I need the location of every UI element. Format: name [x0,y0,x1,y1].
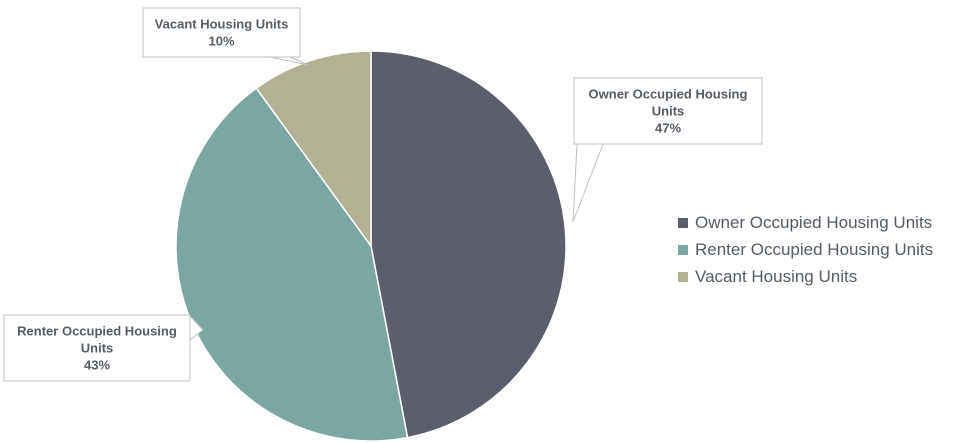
data-label-text: Units [652,104,685,119]
callout-box [573,77,763,145]
legend-swatch [678,218,688,228]
data-label-text: Owner Occupied Housing [589,87,748,102]
callout-pointer [189,315,204,341]
legend-item-renter-occupied-housing-units: Renter Occupied Housing Units [678,240,933,259]
legend-label: Vacant Housing Units [695,267,857,286]
data-label-text: Units [81,341,114,356]
data-label-text: Vacant Housing Units [155,17,289,32]
callout-box [142,7,301,58]
legend-item-owner-occupied-housing-units: Owner Occupied Housing Units [678,213,932,232]
legend-label: Renter Occupied Housing Units [695,240,933,259]
legend-label: Owner Occupied Housing Units [695,213,932,232]
legend-swatch [678,245,688,255]
legend: Owner Occupied Housing Units Renter Occup… [678,213,933,286]
data-label-owner-occupied-housing-units: Owner Occupied Housing Units 47% [573,77,763,145]
callout-leader-lines [189,56,604,341]
pie-slice-owner-occupied-housing-units [370,50,567,439]
data-label-percent: 43% [84,358,110,373]
callout-pointer [572,143,604,223]
data-label-percent: 47% [655,121,681,136]
callout-pointer [269,56,309,66]
legend-swatch [678,272,688,282]
data-label-renter-occupied-housing-units: Renter Occupied Housing Units 43% [3,314,191,382]
pie-slice-vacant-housing-units [255,50,372,249]
legend-item-vacant-housing-units: Vacant Housing Units [678,267,857,286]
pie-slices [175,50,567,442]
data-label-vacant-housing-units: Vacant Housing Units 10% [142,7,301,58]
data-label-callouts: Owner Occupied Housing Units 47% Renter Occ… [3,7,763,382]
callout-box [3,314,191,382]
data-label-percent: 10% [208,34,234,49]
data-label-text: Renter Occupied Housing [17,324,177,339]
